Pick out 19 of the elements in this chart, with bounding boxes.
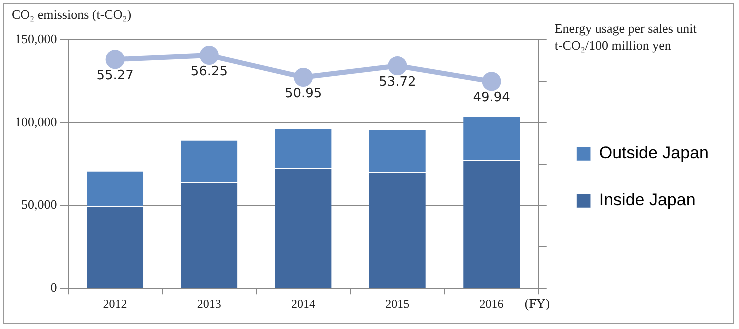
data-label: 56.25 <box>190 64 228 80</box>
x-tick-label: 2016 <box>480 296 504 311</box>
x-axis-title: (FY) <box>524 294 550 312</box>
y-tick-label: 0 <box>50 280 58 296</box>
x-tick-label: 2015 <box>386 296 410 311</box>
y2-axis-title: Energy usage per sales unit t-CO₂/100 million yen <box>554 20 697 54</box>
x-tick-label: 2012 <box>103 296 128 311</box>
data-label: 55.27 <box>96 68 134 84</box>
legend-label: Inside Japan <box>599 190 696 210</box>
y-axis-title: CO₂ emissions (t-CO₂) <box>12 6 132 23</box>
data-label: 53.72 <box>379 74 416 90</box>
y-tick-label: 100,000 <box>15 114 58 130</box>
y-tick-label: 50,000 <box>22 197 58 212</box>
data-label: 49.94 <box>473 90 510 106</box>
legend-label: Outside Japan <box>599 144 710 163</box>
data-label: 50.95 <box>284 86 322 102</box>
y-tick-label: 150,000 <box>15 31 58 46</box>
x-tick-label: 2013 <box>197 296 222 311</box>
x-tick-label: 2014 <box>292 296 316 311</box>
